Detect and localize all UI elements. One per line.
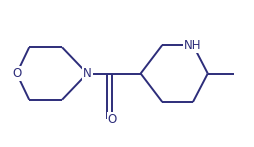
Text: O: O — [12, 67, 21, 80]
Text: NH: NH — [184, 39, 202, 52]
Text: O: O — [108, 112, 117, 126]
Text: N: N — [83, 67, 91, 80]
